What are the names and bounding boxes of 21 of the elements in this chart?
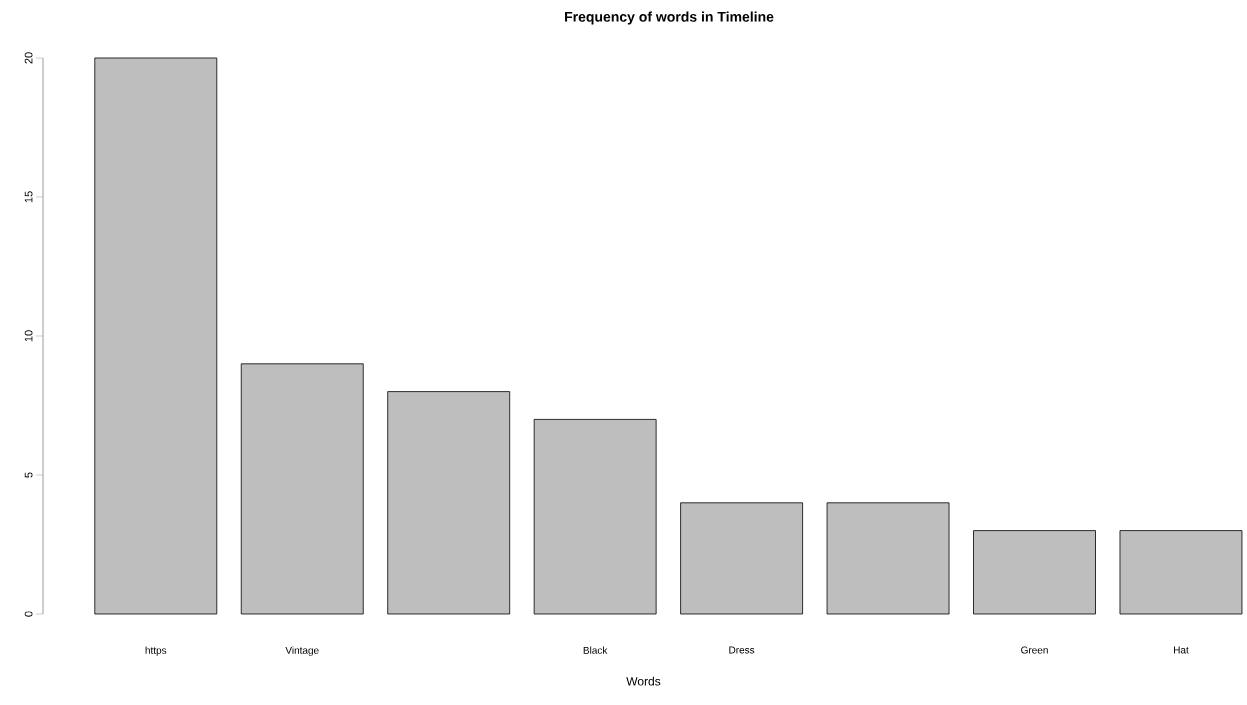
- chart-title: Frequency of words in Timeline: [565, 11, 774, 25]
- bar: [680, 502, 803, 615]
- x-axis-title: Words: [626, 676, 661, 686]
- bar: [387, 391, 511, 615]
- y-tick-label: 5: [24, 472, 33, 478]
- y-tick-label: 10: [24, 330, 33, 342]
- bar: [826, 502, 950, 615]
- x-tick-label: Green: [1021, 646, 1048, 654]
- x-tick-label: Dress: [729, 646, 755, 654]
- x-tick-label: Vintage: [285, 646, 319, 656]
- bar: [533, 419, 657, 615]
- y-tick-label: 15: [24, 191, 33, 203]
- bar: [973, 530, 1096, 615]
- y-tick-label: 0: [24, 611, 33, 617]
- x-tick-label: https: [145, 646, 167, 656]
- bar: [94, 57, 218, 615]
- x-tick-label: Black: [583, 646, 608, 654]
- y-tick-label: 20: [24, 52, 33, 64]
- x-tick-label: Hat: [1174, 646, 1189, 654]
- bar: [240, 363, 364, 615]
- bar: [1119, 530, 1243, 615]
